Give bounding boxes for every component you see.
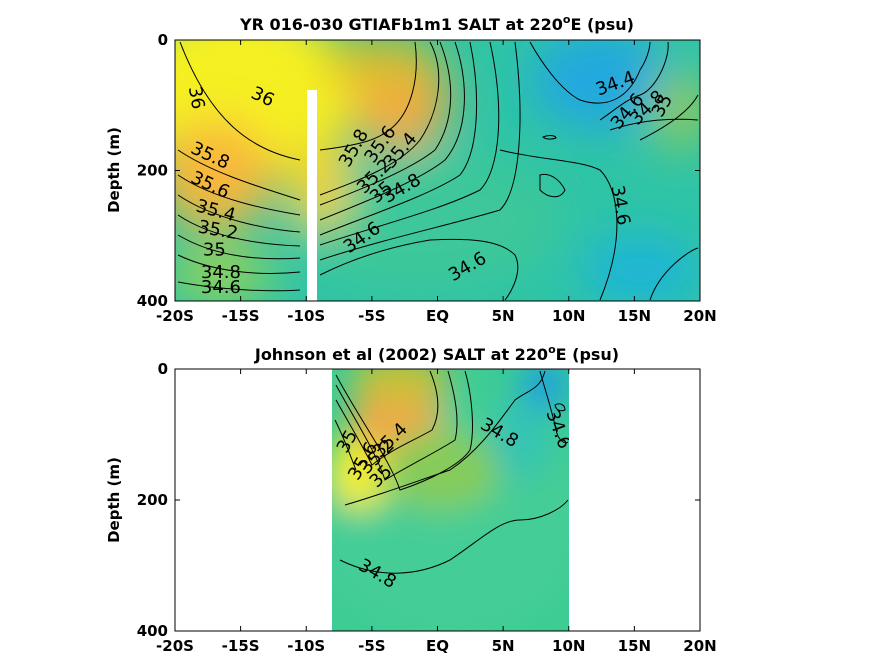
x-tick-label: -5S [358, 637, 385, 655]
panel-model-ylabel: Depth (m) [105, 127, 123, 213]
panel-obs-contours [334, 370, 569, 574]
x-tick-label: 5N [492, 637, 515, 655]
panel-model-title: YR 016-030 GTIAFb1m1 SALT at 220oE (psu) [239, 13, 634, 34]
x-tick-label: -5S [358, 307, 385, 325]
x-tick-label: -10S [287, 637, 325, 655]
panel-model-field: 36 3635.835.635.435.23534.834.635.835.635… [175, 40, 700, 301]
y-tick-label: 0 [158, 31, 168, 49]
contour-label: 34.6 [201, 277, 241, 298]
y-tick-label: 400 [137, 622, 168, 640]
y-tick-label: 0 [158, 360, 168, 378]
panel-model-ticks: -20S -15S -10S -5S EQ 5N 10N 15N 20N 0 200 400 [137, 31, 717, 325]
x-tick-label: -20S [156, 637, 194, 655]
panel-obs-ticks: -20S -15S -10S -5S EQ 5N 10N 15N 20N 0 200 400 [137, 360, 717, 655]
x-tick-label: EQ [426, 307, 449, 325]
contour-label: 35 [203, 239, 226, 260]
y-tick-label: 400 [137, 292, 168, 310]
x-tick-label: 15N [618, 307, 651, 325]
y-tick-label: 200 [137, 162, 168, 180]
contour-label: 34.8 [201, 262, 241, 283]
x-tick-label: 15N [618, 637, 651, 655]
x-tick-label: -10S [287, 307, 325, 325]
x-tick-label: 20N [683, 637, 716, 655]
x-tick-label: EQ [426, 637, 449, 655]
x-tick-label: -20S [156, 307, 194, 325]
panel-model-contours [177, 41, 699, 301]
panel-model: YR 016-030 GTIAFb1m1 SALT at 220oE (psu) [105, 13, 717, 325]
x-tick-label: 10N [552, 307, 585, 325]
x-tick-label: 5N [492, 307, 515, 325]
x-tick-label: 10N [552, 637, 585, 655]
x-tick-label: 20N [683, 307, 716, 325]
panel-obs-ylabel: Depth (m) [105, 457, 123, 543]
panel-obs-title: Johnson et al (2002) SALT at 220oE (psu) [254, 343, 619, 364]
panel-model-data-gap [307, 90, 317, 301]
x-tick-label: -15S [222, 637, 260, 655]
panel-obs: Johnson et al (2002) SALT at 220oE (psu) [105, 343, 717, 655]
y-tick-label: 200 [137, 491, 168, 509]
x-tick-label: -15S [222, 307, 260, 325]
contour-label: 36 [184, 85, 209, 111]
